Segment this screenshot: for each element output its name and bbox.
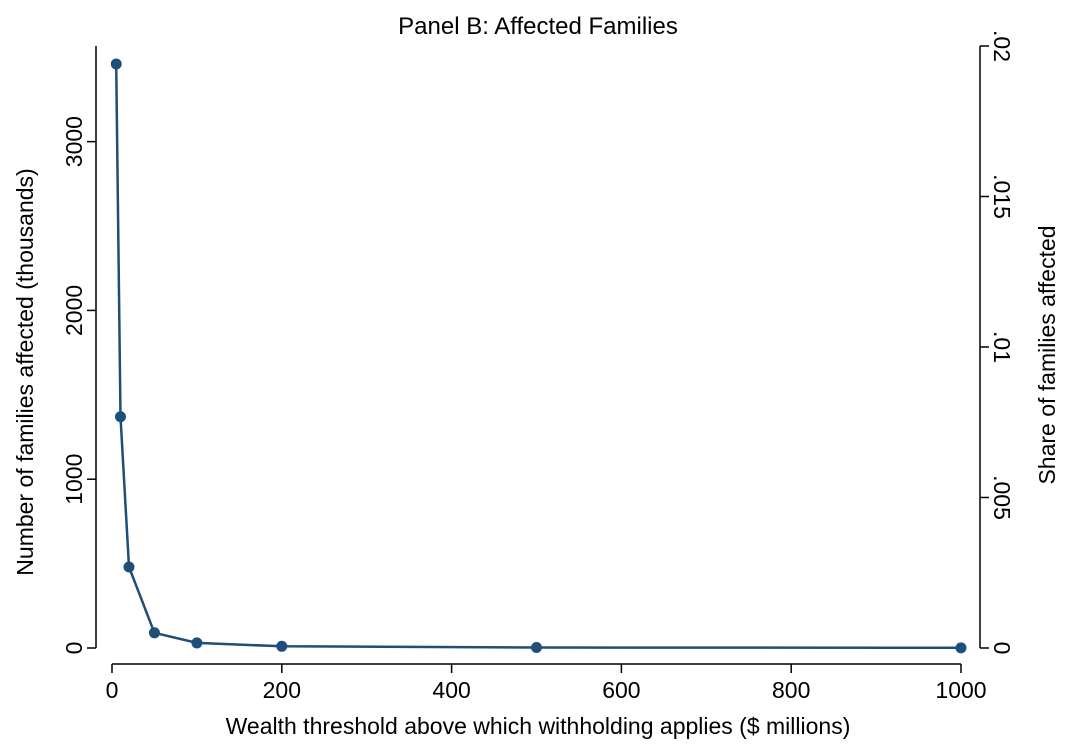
x-tick-label: 0 [106, 677, 119, 703]
y-axis-title: Number of families affected (thousands) [12, 168, 38, 575]
series-line [114, 63, 962, 650]
data-point [114, 411, 126, 423]
data-point [123, 561, 135, 573]
data-point [955, 642, 967, 654]
x-tick-label: 800 [772, 677, 810, 703]
data-point [191, 637, 203, 649]
x-axis-title: Wealth threshold above which withholding… [226, 713, 851, 739]
x-tick-label: 600 [602, 677, 640, 703]
data-point [276, 640, 288, 652]
y2-tick-label: .02 [989, 30, 1015, 62]
x-tick-label: 400 [432, 677, 470, 703]
axes: 0 200 400 600 800 1000 0 1000 2000 3000 0 .005 .01 .0… [61, 30, 1015, 703]
data-point [110, 58, 122, 70]
series-group [110, 58, 967, 654]
data-point [148, 627, 160, 639]
x-tick-label: 1000 [935, 677, 986, 703]
y-tick-label: 2000 [61, 285, 87, 336]
y-tick-label: 3000 [61, 116, 87, 167]
y2-tick-label: 0 [989, 642, 1015, 655]
y2-tick-label: .01 [989, 331, 1015, 363]
y2-axis-title: Share of families affected [1034, 225, 1060, 484]
y-tick-label: 1000 [61, 454, 87, 505]
data-point [531, 641, 542, 653]
y-tick-label: 0 [61, 642, 87, 655]
chart-title: Panel B: Affected Families [398, 13, 678, 40]
y2-tick-label: .015 [989, 174, 1015, 219]
y2-tick-label: .005 [989, 475, 1015, 520]
x-tick-label: 200 [263, 677, 301, 703]
